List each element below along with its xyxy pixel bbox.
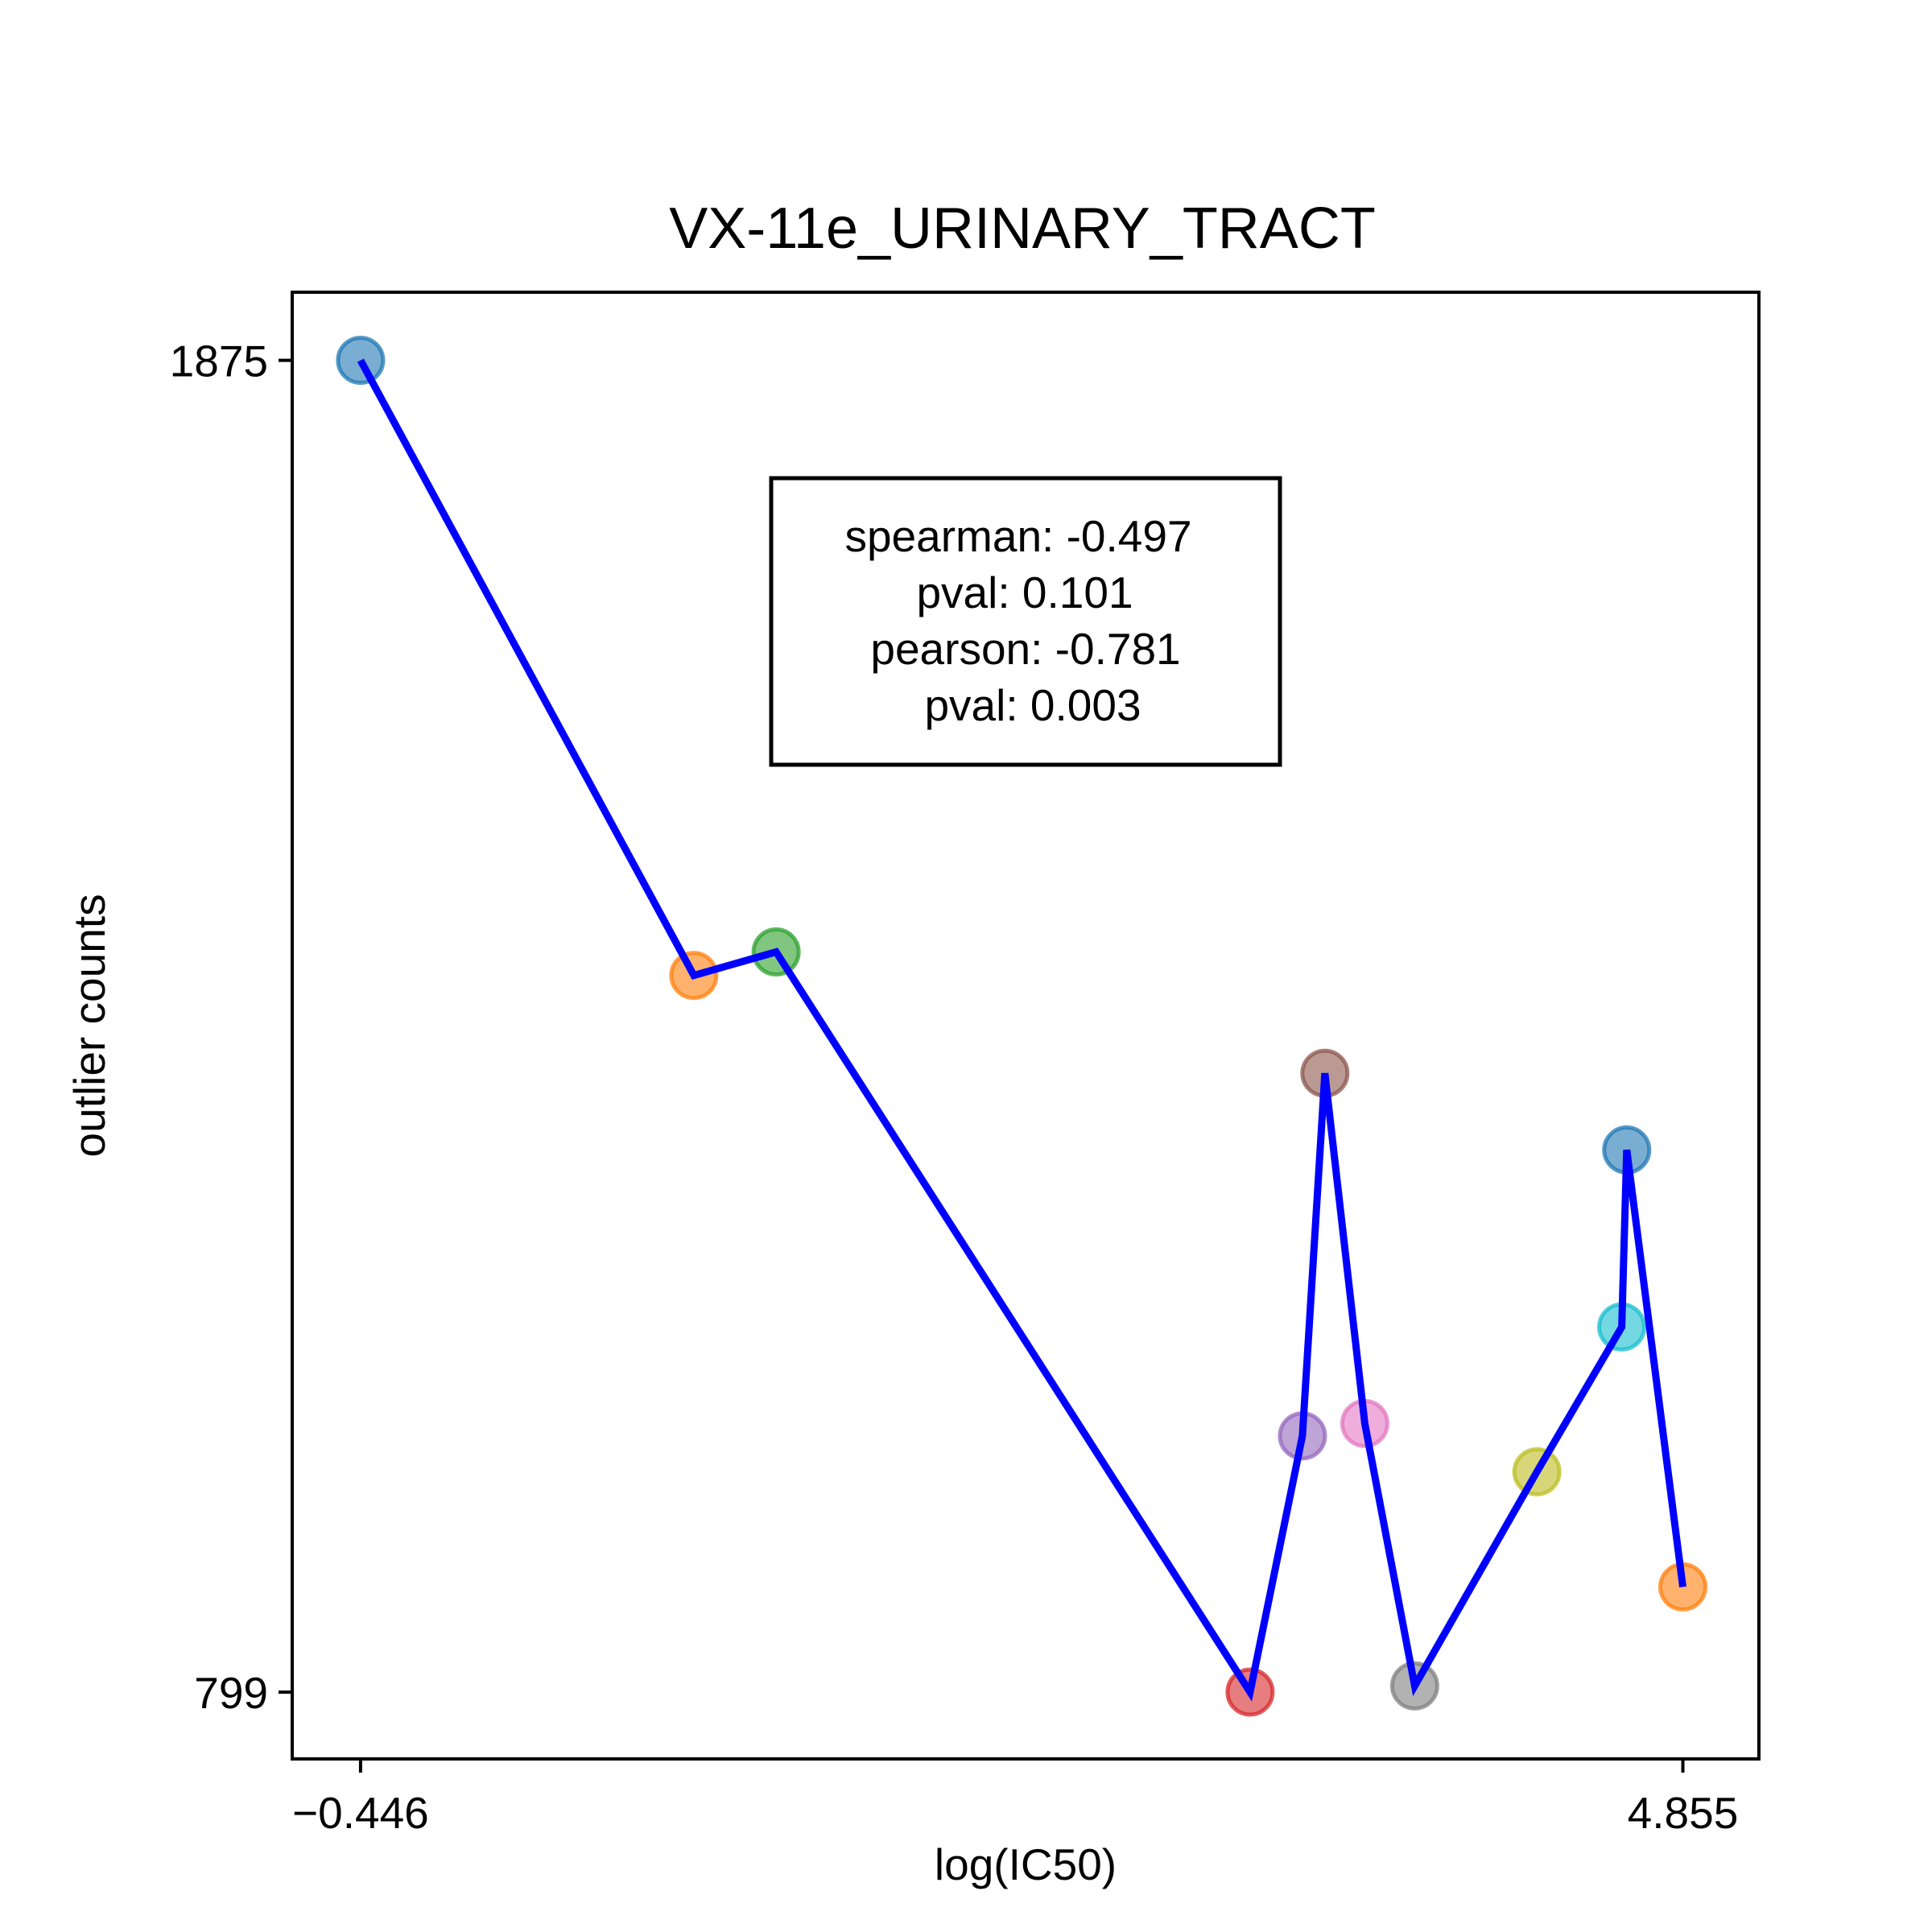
x-axis-label: log(IC50) [935,1839,1117,1889]
y-axis-ticks: 1875 799 [170,336,292,1718]
y-axis-label: outlier counts [64,894,114,1157]
axes-frame [291,291,1761,1761]
stat-spearman: spearman: -0.497 [844,511,1191,561]
stats-box: spearman: -0.497 pval: 0.101 pearson: -0… [769,476,1282,767]
x-tick-label-2: 4.855 [1628,1788,1739,1838]
series-line [357,358,1686,1702]
stat-pearson: pearson: -0.781 [870,624,1180,674]
chart-title: VX-11e_URINARY_TRACT [669,196,1376,261]
plot-area [336,336,1707,1717]
stat-pearson-pval: pval: 0.003 [924,680,1141,730]
y-tick-label-2: 799 [194,1668,268,1718]
data-point-1 [336,336,386,386]
stats-box-frame [769,476,1282,767]
stat-spearman-pval: pval: 0.101 [916,568,1133,617]
x-axis-ticks: −0.446 4.855 [292,1759,1738,1838]
x-tick-label-1: −0.446 [292,1788,429,1838]
y-tick-label-1: 1875 [170,336,268,386]
